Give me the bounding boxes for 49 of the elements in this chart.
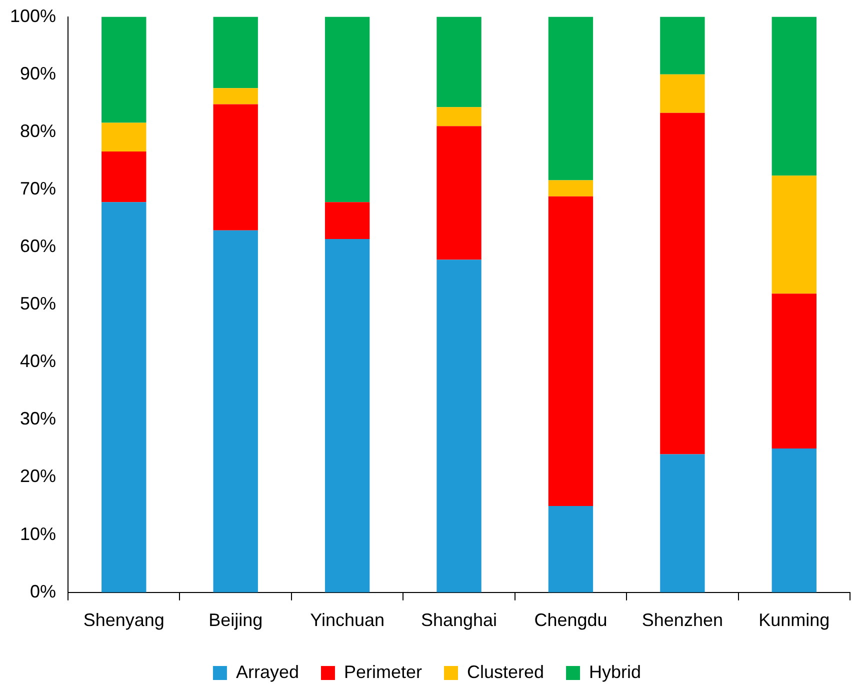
bar <box>324 16 370 202</box>
legend-label: Clustered <box>467 662 544 682</box>
bar <box>213 104 258 230</box>
legend-label: Perimeter <box>344 662 422 682</box>
bar <box>772 176 816 294</box>
y-tick-label: 70% <box>20 178 56 198</box>
y-tick-label: 90% <box>20 63 56 84</box>
y-tick-label: 50% <box>20 294 56 314</box>
x-tick-label: Shanghai <box>420 610 498 630</box>
y-tick-label: 40% <box>20 351 56 372</box>
y-tick-label: 80% <box>20 120 56 141</box>
x-tick-label: Shenzhen <box>642 610 723 630</box>
bar <box>660 112 705 454</box>
y-tick-label: 100% <box>10 6 56 26</box>
y-tick-label: 10% <box>20 524 56 544</box>
bar <box>213 88 258 104</box>
x-tick-label: Beijing <box>208 610 263 630</box>
bar <box>102 122 146 152</box>
bar <box>102 16 146 123</box>
bar <box>436 260 482 592</box>
bar <box>548 180 594 196</box>
x-tick-label: Yinchuan <box>310 610 385 630</box>
bar <box>548 196 594 506</box>
bar <box>324 202 370 239</box>
x-tick-label: Chengdu <box>534 610 608 630</box>
bar <box>213 16 258 88</box>
y-tick-label: 60% <box>20 236 56 256</box>
bar <box>660 16 705 74</box>
bar <box>548 16 594 180</box>
bar <box>324 238 370 592</box>
bar <box>772 16 816 176</box>
bar <box>548 506 594 592</box>
bar <box>772 448 816 592</box>
bar <box>436 126 482 260</box>
legend-label: Hybrid <box>589 662 642 682</box>
bar <box>772 294 816 448</box>
legend-label: Arrayed <box>236 662 299 682</box>
y-tick-label: 30% <box>20 408 56 429</box>
bar <box>436 107 482 126</box>
y-tick-label: 20% <box>20 466 56 486</box>
bar <box>436 16 482 108</box>
bar <box>102 151 146 202</box>
y-tick-label: 0% <box>30 581 56 602</box>
bar <box>102 202 146 592</box>
bar <box>660 454 705 592</box>
bar <box>213 230 258 592</box>
x-tick-label: Shenyang <box>83 610 164 630</box>
bar <box>660 74 705 113</box>
x-tick-label: Kunming <box>758 610 830 630</box>
